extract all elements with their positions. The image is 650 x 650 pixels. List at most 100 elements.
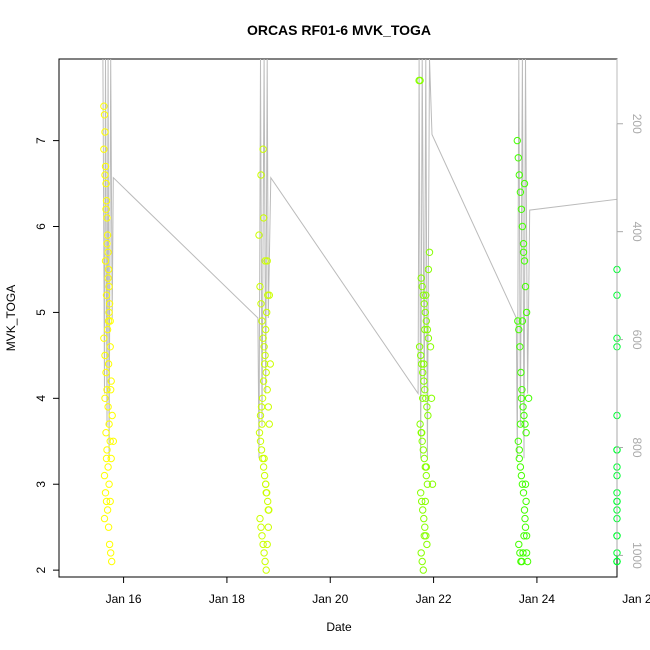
data-point <box>263 540 271 549</box>
data-point <box>613 557 621 566</box>
data-point <box>101 171 109 179</box>
data-point <box>259 214 268 222</box>
y-tick-label: 3 <box>34 481 48 488</box>
data-point <box>421 308 429 317</box>
data-point <box>257 446 266 454</box>
data-point <box>257 523 265 531</box>
data-point <box>257 403 266 411</box>
x-axis-label: Date <box>326 620 352 634</box>
data-point <box>105 420 113 428</box>
data-point <box>264 403 272 411</box>
data-point <box>422 291 430 299</box>
data-point <box>105 480 113 488</box>
y2-tick-label: 600 <box>630 330 644 350</box>
data-point <box>422 463 430 471</box>
data-point <box>255 429 264 437</box>
data-point <box>514 317 522 325</box>
data-point <box>421 386 429 394</box>
data-point <box>419 446 427 454</box>
data-point <box>102 429 110 437</box>
data-point <box>102 368 110 377</box>
data-point <box>105 308 113 317</box>
data-point <box>258 394 267 402</box>
data-point <box>263 257 271 265</box>
data-point <box>101 351 109 360</box>
x-tick-label: Jan 16 <box>106 592 142 606</box>
data-point <box>519 240 528 248</box>
data-point <box>520 532 528 540</box>
chart-title: ORCAS RF01-6 MVK_TOGA <box>247 22 431 38</box>
data-point <box>417 351 425 360</box>
data-point <box>424 265 433 274</box>
data-point <box>108 557 116 566</box>
data-point <box>262 489 270 497</box>
data-point <box>520 257 529 265</box>
data-point <box>265 291 273 299</box>
y2-tick-label: 400 <box>630 222 644 242</box>
data-point <box>107 454 115 463</box>
data-point <box>259 377 268 385</box>
data-point <box>100 102 108 110</box>
data-point <box>262 566 270 574</box>
data-point <box>420 514 428 523</box>
data-point <box>418 282 426 291</box>
data-point <box>521 282 530 291</box>
data-point <box>100 471 109 480</box>
data-point <box>103 506 112 514</box>
x-tick-label: Jan 20 <box>312 592 348 606</box>
data-point <box>420 300 428 308</box>
data-point <box>515 540 523 549</box>
data-point <box>261 557 269 566</box>
data-point <box>520 506 529 514</box>
x-tick-label: Jan 18 <box>209 592 245 606</box>
data-point <box>419 368 427 377</box>
data-point <box>260 343 268 351</box>
data-point <box>104 403 112 411</box>
data-point <box>416 420 424 428</box>
y-tick-label: 4 <box>34 395 48 402</box>
y-tick-label: 2 <box>34 566 48 573</box>
data-point <box>258 317 266 325</box>
data-point <box>263 386 271 394</box>
data-point <box>422 471 430 480</box>
data-point <box>100 334 108 342</box>
data-point <box>517 368 525 377</box>
data-point <box>419 506 427 514</box>
data-point <box>106 343 114 351</box>
data-point <box>518 386 526 394</box>
data-point <box>264 497 272 506</box>
data-point <box>104 317 113 325</box>
data-point <box>420 532 428 540</box>
data-point <box>104 248 112 257</box>
pressure-trace <box>102 58 618 459</box>
data-point <box>109 437 118 445</box>
data-point <box>102 205 110 214</box>
data-point <box>101 394 109 402</box>
data-point <box>516 463 525 471</box>
data-point <box>519 403 527 411</box>
data-point <box>424 334 433 342</box>
data-point <box>104 265 113 274</box>
y2-tick-label: 1000 <box>630 542 644 569</box>
data-point <box>418 437 426 445</box>
data-point <box>514 437 522 445</box>
data-point <box>100 111 109 119</box>
data-point <box>421 497 429 506</box>
data-point <box>515 446 523 454</box>
data-point <box>103 386 111 394</box>
x-tick-label: Jan 26 <box>622 592 650 606</box>
data-point <box>418 557 426 566</box>
data-point <box>263 308 271 317</box>
data-point <box>417 549 425 557</box>
y2-tick-label: 200 <box>630 114 644 134</box>
data-point <box>422 532 430 540</box>
data-point <box>420 360 428 368</box>
data-point <box>105 300 114 308</box>
data-point <box>519 549 527 557</box>
data-point <box>427 394 436 402</box>
data-point <box>522 429 530 437</box>
data-point <box>415 343 424 351</box>
data-point <box>518 557 526 566</box>
data-point <box>264 523 272 531</box>
